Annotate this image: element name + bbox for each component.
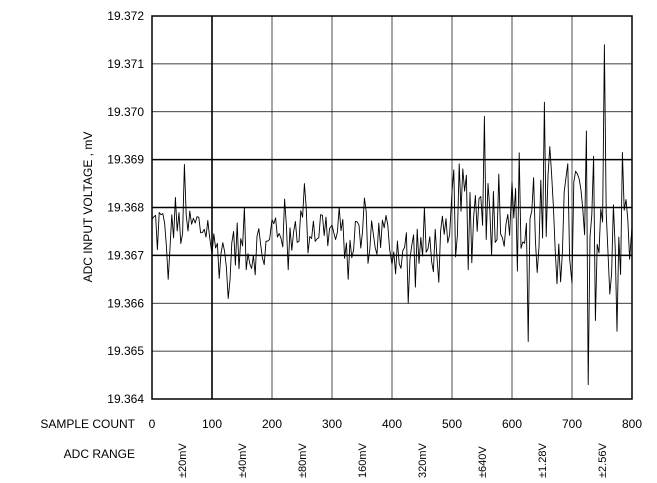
adc-range-labels: ±20mV ±40mV ±80mV 160mV 320mV ±640V ±1.28V ±2.5…	[177, 442, 609, 478]
x-tick-label: 200	[262, 417, 282, 431]
adc-range-label: ±80mV	[297, 443, 309, 478]
sample-count-row-label: SAMPLE COUNT	[40, 417, 135, 431]
x-tick-label: 500	[442, 417, 462, 431]
adc-range-label: ±20mV	[177, 443, 189, 478]
grid-lines	[152, 16, 632, 399]
adc-range-label: ±1.28V	[537, 443, 549, 478]
adc-range-label: ±2.56V	[597, 443, 609, 478]
x-tick-label: 300	[322, 417, 342, 431]
y-tick-label: 19.369	[107, 153, 144, 167]
y-tick-label: 19.372	[107, 9, 144, 23]
x-tick-label: 100	[202, 417, 222, 431]
x-tick-label: 0	[149, 417, 156, 431]
y-tick-label: 19.364	[107, 392, 144, 406]
y-tick-label: 19.368	[107, 201, 144, 215]
x-tick-label: 700	[562, 417, 582, 431]
x-tick-label: 800	[622, 417, 642, 431]
adc-range-label: ±640V	[477, 446, 489, 478]
plot-frame	[151, 15, 633, 400]
y-tick-labels: 19.364 19.365 19.366 19.367 19.368 19.369 19.3…	[107, 9, 144, 406]
y-tick-label: 19.371	[107, 57, 144, 71]
adc-range-label: 160mV	[357, 442, 369, 478]
x-tick-labels: 0 100 200 300 400 500 600 700 800	[149, 417, 643, 431]
adc-range-label: ±40mV	[237, 443, 249, 478]
y-tick-label: 19.365	[107, 344, 144, 358]
series-layer	[151, 44, 633, 386]
y-tick-label: 19.367	[107, 248, 144, 262]
x-tick-label: 400	[382, 417, 402, 431]
adc-range-label: 320mV	[417, 442, 429, 478]
adc-range-row-label: ADC RANGE	[64, 447, 135, 461]
y-tick-label: 19.366	[107, 296, 144, 310]
y-tick-label: 19.370	[107, 105, 144, 119]
x-tick-label: 600	[502, 417, 522, 431]
series-line	[151, 44, 633, 386]
y-axis-label: ADC INPUT VOLTAGE , mV	[81, 132, 95, 283]
